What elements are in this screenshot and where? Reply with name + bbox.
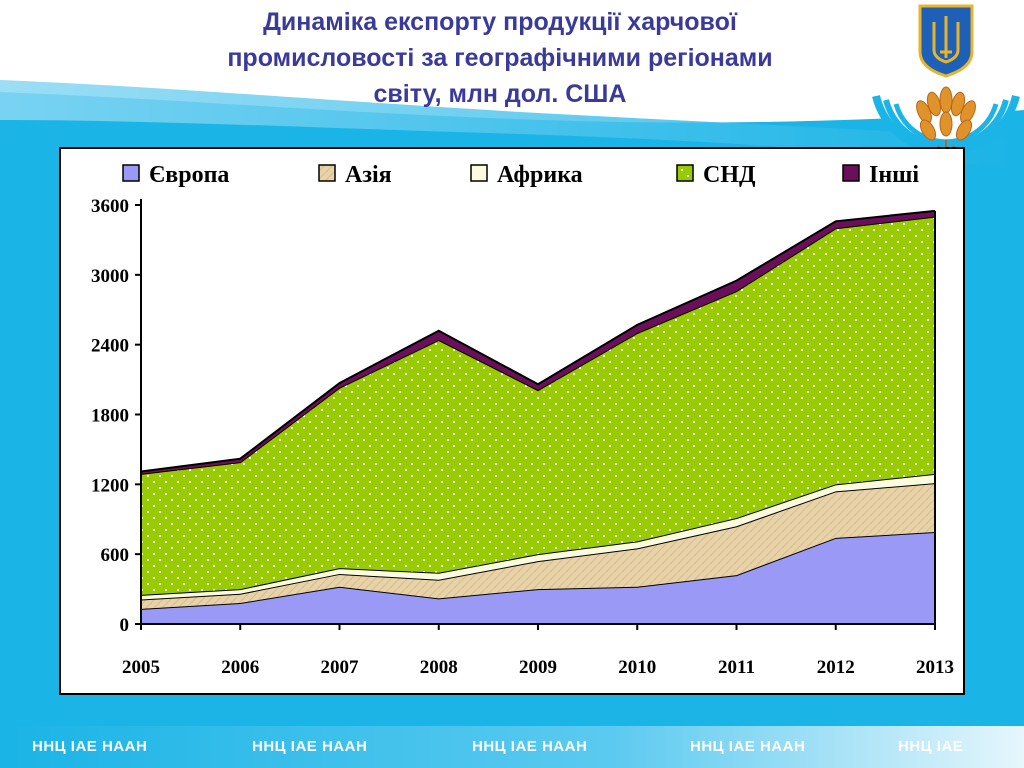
area-edge-5 — [140, 209, 936, 473]
y-tick-label: 0 — [120, 615, 130, 636]
area-edge-2 — [140, 482, 936, 601]
x-tick-label: 2009 — [519, 657, 557, 678]
y-tick-label: 2400 — [91, 336, 129, 357]
coat-of-arms-logo — [870, 0, 1022, 160]
x-tick-label: 2007 — [321, 657, 360, 678]
stacked-area-chart: Європа Азія Африка СНД Інші 0 600 1200 1800 2400… — [91, 162, 954, 678]
legend-swatch — [122, 164, 140, 182]
legend-label: СНД — [703, 162, 756, 188]
page-title: Динаміка експорту продукції харчової про… — [110, 4, 890, 112]
y-tick-label: 600 — [101, 545, 130, 566]
footer-label: ННЦ ІАЕ НААН — [32, 738, 148, 755]
y-tick-label: 1200 — [91, 475, 129, 496]
legend-label: Африка — [497, 162, 583, 188]
y-tick-label: 3000 — [91, 266, 129, 287]
x-tick-label: 2008 — [420, 657, 458, 678]
x-tick-label: 2010 — [618, 657, 656, 678]
legend-swatch — [318, 164, 336, 182]
axes: 0 600 1200 1800 2400 3000 3600 2005 2006 2007 2008… — [91, 196, 954, 678]
title-line: промисловості за географічними регіонами — [227, 44, 773, 72]
chart-panel: Європа Азія Африка СНД Інші 0 600 1200 1800 2400… — [59, 147, 965, 695]
area-2 — [141, 483, 935, 609]
legend-label: Європа — [149, 162, 229, 188]
title-line: світу, млн дол. США — [373, 80, 627, 108]
plot-areas — [140, 209, 936, 624]
x-tick-label: 2013 — [916, 657, 954, 678]
y-tick-label: 3600 — [91, 196, 129, 217]
y-tick-label: 1800 — [91, 406, 129, 427]
legend-label: Азія — [345, 162, 392, 188]
legend-swatch — [470, 164, 488, 182]
legend-swatch — [676, 164, 694, 182]
x-tick-label: 2012 — [817, 657, 855, 678]
footer-label: ННЦ ІАЕ НААН — [472, 738, 588, 755]
x-tick-label: 2005 — [122, 657, 160, 678]
x-tick-label: 2011 — [718, 657, 755, 678]
legend: Європа Азія Африка СНД Інші — [122, 162, 919, 188]
title-line: Динаміка експорту продукції харчової — [263, 8, 737, 36]
area-1 — [141, 532, 935, 624]
x-tick-label: 2006 — [221, 657, 259, 678]
footer-label: ННЦ ІАЕ НААН — [690, 738, 806, 755]
footer-band: ННЦ ІАЕ НААН ННЦ ІАЕ НААН ННЦ ІАЕ НААН Н… — [0, 726, 1024, 768]
area-4 — [141, 216, 935, 595]
footer-label: ННЦ ІАЕ НААН — [252, 738, 368, 755]
footer-label: ННЦ ІАЕ — [898, 738, 964, 755]
legend-label: Інші — [869, 162, 919, 188]
legend-swatch — [842, 164, 860, 182]
